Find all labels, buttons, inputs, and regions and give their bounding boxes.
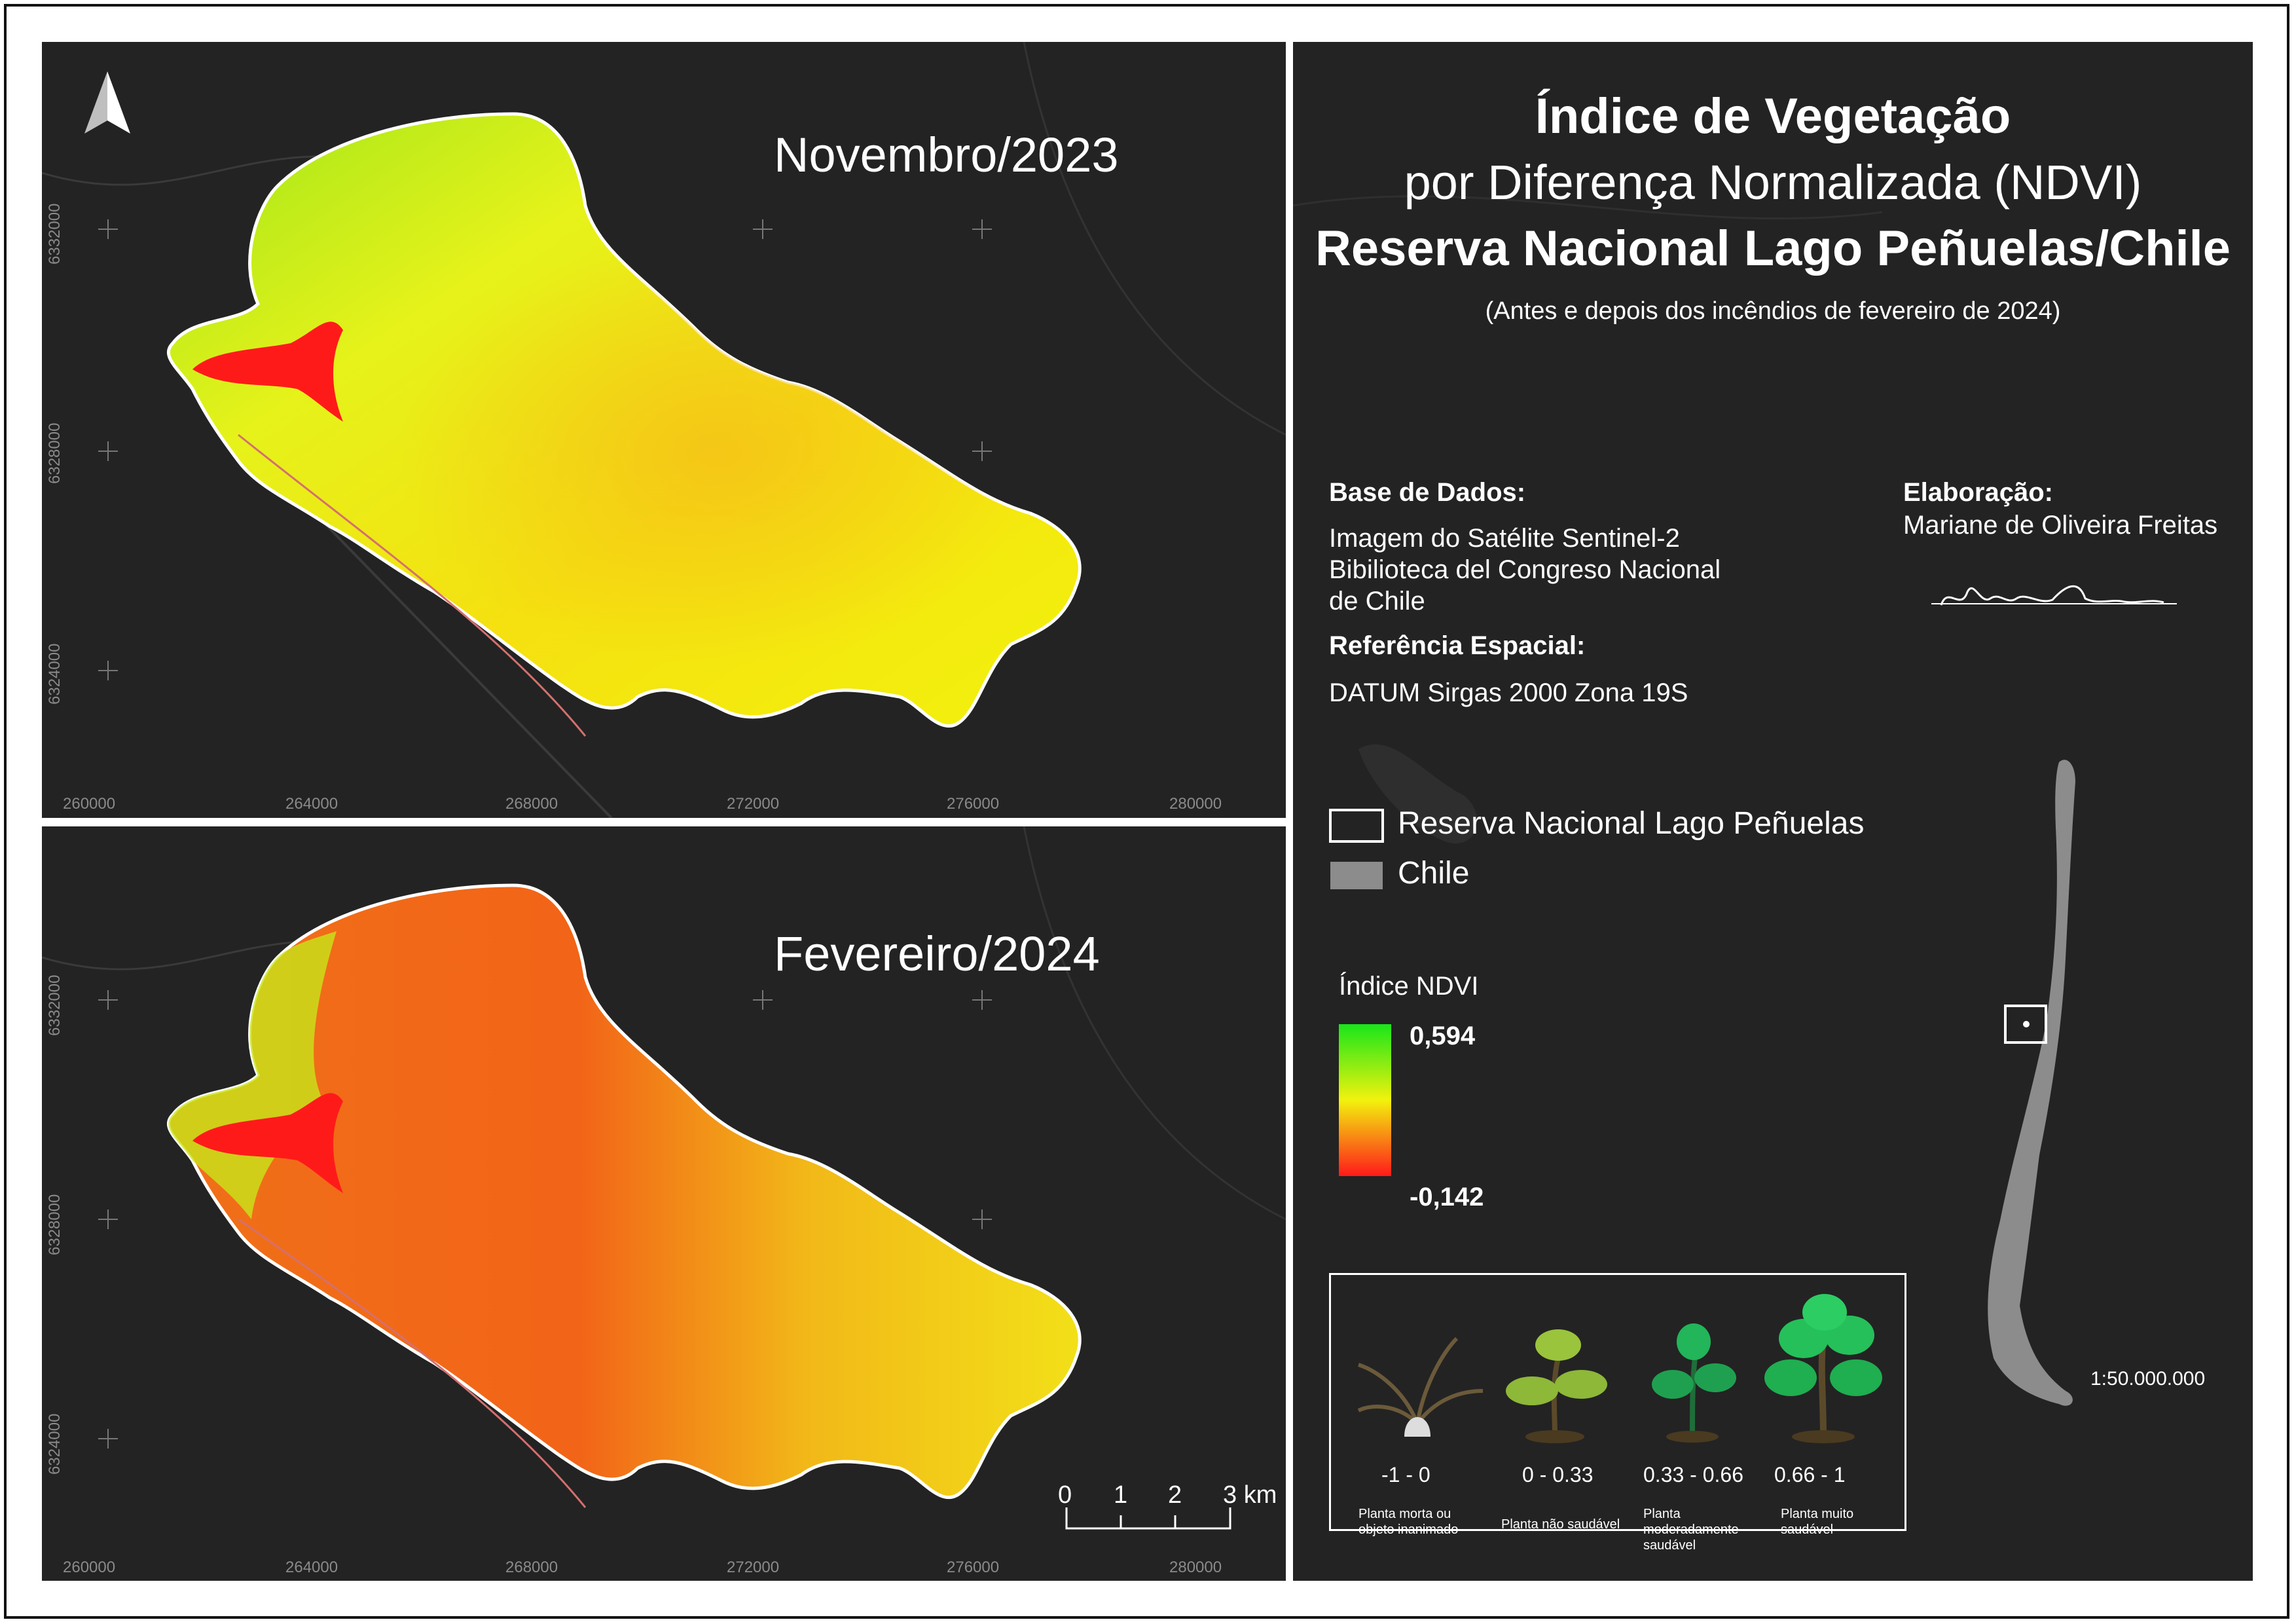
health-range: 0.66 - 1 [1774, 1463, 1846, 1486]
health-desc: objeto inanimado [1358, 1522, 1459, 1537]
panel-divider-horizontal [42, 819, 1287, 825]
reserve-ndvi-feb-2024 [167, 883, 1082, 1500]
legend-chile-symbol [1330, 862, 1383, 889]
subtitle: (Antes e depois dos incêndios de feverei… [1485, 297, 2061, 325]
base-dados-line2: Bibilioteca del Congreso Nacional [1329, 555, 1721, 584]
x-tick: 260000 [63, 1559, 116, 1576]
x-tick: 280000 [1169, 1559, 1222, 1576]
x-tick: 264000 [285, 1559, 338, 1576]
x-tick: 260000 [63, 795, 116, 813]
ndvi-color-ramp [1339, 1024, 1391, 1176]
x-tick: 272000 [727, 1559, 780, 1576]
panel-divider-vertical [1287, 42, 1291, 1581]
lake-low-ndvi [192, 322, 343, 422]
moderate-plant-icon [1652, 1323, 1736, 1443]
unhealthy-plant-icon [1506, 1329, 1607, 1443]
x-tick: 268000 [505, 795, 558, 813]
health-range: -1 - 0 [1381, 1463, 1430, 1486]
legend-panel: Índice de Vegetação por Diferença Normal… [1293, 42, 2253, 1581]
health-desc: Planta [1643, 1507, 1681, 1521]
x-tick: 268000 [505, 1559, 558, 1576]
signature [1940, 585, 2164, 606]
legend-reserve-label: Reserva Nacional Lago Peñuelas [1398, 806, 1865, 841]
ndvi-title: Índice NDVI [1339, 972, 1479, 1001]
health-desc: saudável [1643, 1538, 1696, 1553]
x-tick: 276000 [947, 795, 1000, 813]
elaboracao-label: Elaboração: [1903, 478, 2053, 507]
legend-chile-label: Chile [1398, 856, 1470, 891]
scale-label: 0 [1058, 1481, 1072, 1509]
y-tick: 6324000 [46, 643, 64, 705]
map-panel-february-2024: Fevereiro/2024 0 1 2 3 km 260000 264000 … [42, 826, 1286, 1581]
x-tick: 276000 [947, 1559, 1000, 1576]
ndvi-min: -0,142 [1410, 1183, 1484, 1211]
base-dados-line1: Imagem do Satélite Sentinel-2 [1329, 524, 1680, 553]
title-line1: Índice de Vegetação [1535, 88, 2011, 144]
title-line2: por Diferença Normalizada (NDVI) [1404, 155, 2142, 210]
health-range: 0.33 - 0.66 [1643, 1463, 1743, 1486]
dead-plant-icon [1357, 1337, 1484, 1437]
referencia-label: Referência Espacial: [1329, 631, 1586, 660]
elaboracao-value: Mariane de Oliveira Freitas [1903, 511, 2218, 540]
health-desc: moderadamente [1643, 1522, 1739, 1537]
y-tick: 6328000 [46, 422, 64, 484]
title-line3: Reserva Nacional Lago Peñuelas/Chile [1315, 221, 2231, 276]
ndvi-max: 0,594 [1410, 1022, 1476, 1050]
north-arrow-icon [81, 68, 134, 143]
y-tick: 6332000 [46, 203, 64, 265]
base-dados-label: Base de Dados: [1329, 478, 1526, 507]
map-title-bottom: Fevereiro/2024 [774, 927, 1100, 981]
health-desc: Planta muito [1781, 1507, 1854, 1521]
base-dados-line3: de Chile [1329, 587, 1425, 616]
healthy-plant-icon [1764, 1294, 1882, 1443]
scale-label: 3 km [1223, 1481, 1277, 1509]
chile-shape [1988, 760, 2075, 1406]
health-desc: Planta não saudável [1501, 1517, 1620, 1532]
inset-scale: 1:50.000.000 [2090, 1368, 2206, 1390]
x-tick: 280000 [1169, 795, 1222, 813]
x-tick: 264000 [285, 795, 338, 813]
health-legend-box [1329, 1273, 1906, 1531]
y-tick: 6324000 [46, 1413, 64, 1475]
x-tick: 272000 [727, 795, 780, 813]
scale-label: 2 [1168, 1481, 1182, 1509]
map-title-top: Novembro/2023 [774, 128, 1119, 182]
map-panel-november-2023: Novembro/2023 260000 264000 268000 27200… [42, 42, 1286, 818]
inset-locator-box [2004, 1005, 2047, 1044]
scale-label: 1 [1114, 1481, 1128, 1509]
y-tick: 6328000 [46, 1194, 64, 1255]
health-desc: Planta morta ou [1358, 1507, 1451, 1521]
health-desc: saudável [1781, 1522, 1834, 1537]
health-range: 0 - 0.33 [1522, 1463, 1594, 1486]
y-tick: 6332000 [46, 974, 64, 1036]
legend-reserve-symbol [1329, 809, 1384, 843]
scale-bar [1065, 1507, 1231, 1530]
referencia-value: DATUM Sirgas 2000 Zona 19S [1329, 678, 1688, 707]
